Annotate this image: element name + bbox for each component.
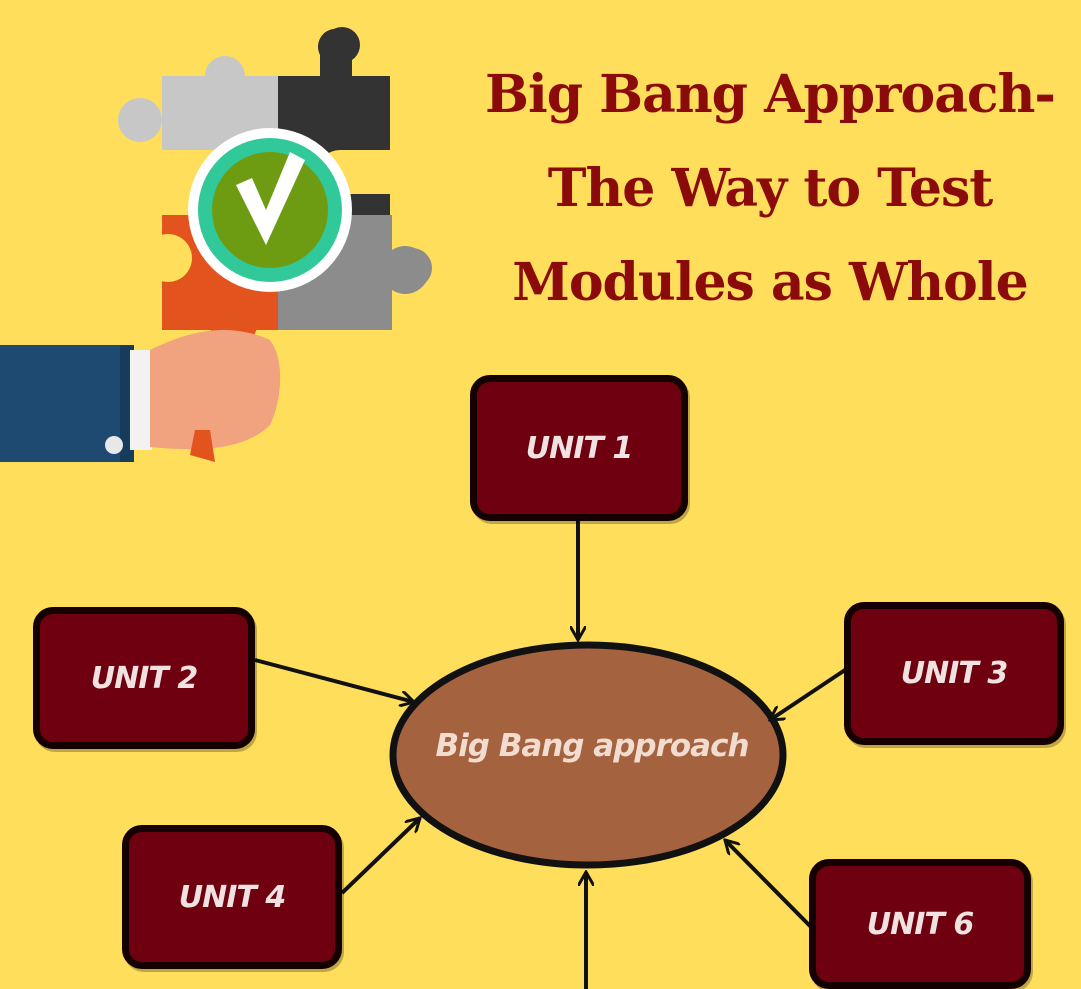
hand-icon (0, 329, 281, 462)
unit-1-label: UNIT 1 (525, 430, 633, 466)
illustration (0, 27, 432, 462)
center-label: Big Bang approach (435, 728, 749, 764)
unit-3-label: UNIT 3 (900, 656, 1008, 691)
arrow-unit-4 (340, 818, 420, 895)
arrow-unit-6 (725, 840, 814, 930)
unit-6-box: UNIT 6 (809, 859, 1031, 989)
arrow-unit-3 (770, 666, 850, 720)
unit-4-label: UNIT 4 (178, 879, 286, 915)
title-line-1: Big Bang Approach- (485, 64, 1056, 125)
unit-2-label: UNIT 2 (90, 660, 198, 696)
center-ellipse (389, 641, 787, 869)
page-title: Big Bang Approach- The Way to Test Modul… (470, 48, 1070, 330)
unit-1-box: UNIT 1 (470, 375, 688, 521)
title-line-2: The Way to Test (547, 158, 994, 219)
unit-6-label: UNIT 6 (866, 906, 974, 942)
check-icon (236, 152, 305, 245)
arrow-unit-2 (254, 658, 414, 702)
unit-4-box: UNIT 4 (122, 825, 342, 969)
title-line-3: Modules as Whole (512, 252, 1028, 313)
unit-2-box: UNIT 2 (33, 607, 255, 749)
unit-3-box: UNIT 3 (844, 602, 1064, 745)
